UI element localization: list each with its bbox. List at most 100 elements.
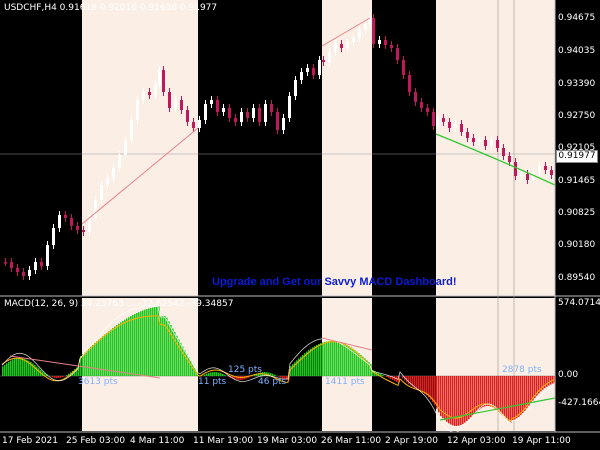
candle-body	[112, 168, 115, 178]
candle-body	[364, 24, 367, 30]
candle-body	[124, 140, 127, 155]
macd-bar	[472, 376, 474, 416]
macd-bar	[216, 372, 218, 376]
upgrade-banner[interactable]: Upgrade and Get our Savvy MACD Dashboard…	[212, 276, 457, 288]
macd-bar	[250, 376, 252, 377]
macd-bar	[510, 376, 512, 423]
candle-body	[340, 44, 343, 48]
macd-bar	[8, 361, 10, 376]
macd-histogram	[2, 306, 556, 426]
macd-bar	[362, 356, 364, 376]
macd-bar	[496, 376, 498, 410]
candle-body	[136, 100, 139, 120]
macd-bar	[426, 376, 428, 396]
candle-body	[420, 102, 423, 108]
macd-bar	[2, 366, 4, 376]
macd-bar	[332, 341, 334, 376]
macd-bar	[14, 358, 16, 376]
macd-bar	[34, 364, 36, 376]
macd-bar	[310, 348, 312, 376]
candle-body	[154, 85, 157, 95]
macd-bar	[134, 313, 136, 376]
trend-curve-1	[435, 133, 556, 186]
candle-body	[192, 122, 195, 128]
macd-bar	[526, 376, 528, 409]
candle-body	[384, 40, 387, 45]
candle-body	[282, 118, 285, 130]
macd-bar	[242, 376, 244, 380]
current-price-label: 0.91977	[556, 150, 598, 163]
macd-bar	[270, 373, 272, 376]
macd-bar	[498, 376, 500, 412]
macd-bar	[182, 346, 184, 376]
macd-bar	[218, 372, 220, 376]
candle-body	[408, 75, 411, 92]
macd-bar	[512, 376, 514, 421]
macd-bar	[452, 376, 454, 426]
candle-body	[240, 112, 243, 122]
macd-header: MACD(12, 26, 9) 34.25763 ... -32.82542 -…	[4, 299, 234, 309]
macd-bar	[22, 358, 24, 376]
macd-bar	[490, 376, 492, 407]
candle-body	[478, 140, 481, 142]
macd-bar	[358, 353, 360, 376]
macd-bar	[360, 354, 362, 376]
macd-bar	[126, 318, 128, 376]
session-highlights	[82, 0, 555, 431]
macd-bar	[204, 374, 206, 376]
macd-bar	[124, 319, 126, 376]
candle-body	[94, 200, 97, 218]
price-tick-1: 0.94035	[558, 46, 596, 56]
macd-bar	[200, 376, 202, 377]
macd-bar	[480, 376, 482, 409]
candle-body	[106, 178, 109, 185]
candle-body	[204, 104, 207, 120]
macd-bar	[508, 376, 510, 422]
macd-bar	[82, 354, 84, 376]
macd-bar	[56, 376, 58, 378]
macd-bar	[68, 373, 70, 376]
macd-bar	[94, 343, 96, 376]
macd-bar	[368, 362, 370, 376]
candle-body	[334, 44, 337, 52]
macd-bar	[116, 325, 118, 376]
macd-divergence-line-2	[321, 337, 373, 351]
candle-body	[52, 228, 55, 245]
macd-bar	[482, 376, 484, 408]
macd-bar	[392, 376, 394, 380]
macd-bar	[90, 346, 92, 376]
candle-body	[402, 60, 405, 75]
macd-bar	[172, 328, 174, 376]
macd-bar	[548, 376, 550, 386]
candle-body	[142, 92, 145, 100]
candle-body	[162, 70, 165, 92]
candle-body	[396, 48, 399, 60]
price-tick-4: 0.92105	[558, 143, 596, 153]
macd-bar	[416, 376, 418, 390]
candle-body	[264, 104, 267, 122]
macd-bar	[156, 306, 158, 376]
candle-body	[318, 60, 321, 75]
candle-body	[484, 140, 487, 146]
macd-bar	[476, 376, 478, 412]
macd-bar	[168, 321, 170, 376]
macd-bar	[314, 346, 316, 376]
macd-bar	[346, 345, 348, 376]
candle-body	[514, 162, 517, 176]
macd-bar	[386, 376, 388, 377]
macd-bar	[248, 376, 250, 378]
macd-bar	[18, 358, 20, 376]
macd-bar	[488, 376, 490, 407]
macd-bar	[326, 341, 328, 376]
candle-body	[390, 45, 393, 48]
macd-bar	[58, 376, 60, 378]
macd-bar	[150, 307, 152, 376]
candle-body	[306, 68, 309, 72]
macd-bar	[318, 344, 320, 376]
macd-bar	[176, 335, 178, 376]
macd-bar	[36, 366, 38, 376]
macd-bar	[44, 373, 46, 376]
macd-bar	[74, 369, 76, 376]
macd-bar	[222, 373, 224, 376]
